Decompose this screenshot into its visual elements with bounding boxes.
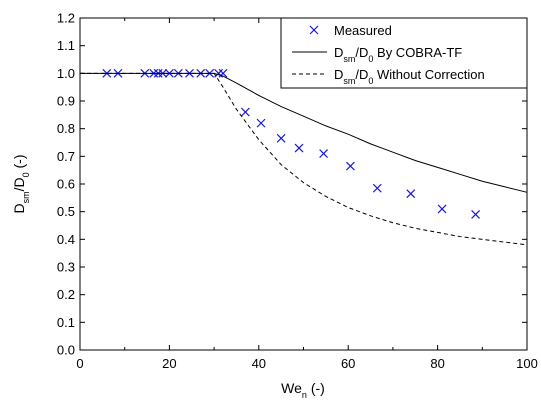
x-tick-label: 100 xyxy=(516,356,538,371)
measured-point xyxy=(406,189,416,199)
measured-point-stroke xyxy=(294,143,304,153)
y-tick-label: 0.7 xyxy=(57,149,75,164)
measured-point-stroke xyxy=(346,161,355,171)
y-tick-label: 0.8 xyxy=(57,121,75,136)
axis-ticks: 0 20 40 60 80 100 0.0 0.1 0.2 0.3 0.4 0.5 0.6 0.7 0.8 0… xyxy=(57,11,538,372)
label-text: /D xyxy=(355,45,368,60)
measured-point-stroke xyxy=(256,118,266,128)
x-tick-label: 0 xyxy=(76,356,83,371)
legend-marker-measured xyxy=(309,25,319,35)
y-tick-label: 0.3 xyxy=(57,260,75,275)
measured-point xyxy=(471,210,481,219)
y-tick-label: 1.1 xyxy=(57,38,75,53)
x-axis-title: Wen (-) xyxy=(281,380,325,400)
measured-point xyxy=(437,204,447,214)
legend-box xyxy=(280,17,528,89)
legend-label-measured: Measured xyxy=(334,23,392,38)
y-tick-label: 0.1 xyxy=(57,315,75,330)
subscript-text: sm xyxy=(343,54,355,64)
subscript-text: sm xyxy=(343,76,355,86)
x-axis-title-base: We xyxy=(281,380,302,396)
label-text: /D xyxy=(355,67,368,82)
measured-point xyxy=(256,118,266,128)
y-tick-label: 0.9 xyxy=(57,94,75,109)
label-text: /D xyxy=(11,177,27,191)
x-tick-label: 40 xyxy=(252,356,266,371)
measured-point-stroke xyxy=(372,183,382,193)
y-axis-title: Dsm/D0 (-) xyxy=(11,154,31,213)
without-correction-line xyxy=(80,72,528,246)
subscript-text: sm xyxy=(21,191,31,203)
measured-point-stroke xyxy=(471,210,481,219)
legend-label-cobra-tf: Dsm/D0 By COBRA-TF xyxy=(334,45,462,64)
x-tick-label: 80 xyxy=(430,356,444,371)
series-layer xyxy=(80,68,528,246)
measured-point-stroke xyxy=(276,133,286,143)
measured-point-stroke xyxy=(240,107,250,117)
label-text: By COBRA-TF xyxy=(373,45,462,60)
cobra-tf-line xyxy=(80,72,528,193)
measured-point-stroke xyxy=(214,68,223,78)
y-tick-label: 0.5 xyxy=(57,204,75,219)
y-tick-label: 0.2 xyxy=(57,287,75,302)
y-tick-label: 0.0 xyxy=(57,343,75,358)
label-text: Without Correction xyxy=(373,67,484,82)
x-tick-label: 20 xyxy=(162,356,176,371)
measured-point xyxy=(218,68,228,78)
measured-point xyxy=(372,183,382,193)
label-text: (-) xyxy=(11,154,27,172)
measured-point xyxy=(294,143,304,153)
measured-point xyxy=(240,107,250,117)
label-text: D xyxy=(334,67,343,82)
label-text: D xyxy=(334,45,343,60)
measured-point-stroke xyxy=(319,149,329,158)
y-tick-label: 0.4 xyxy=(57,232,75,247)
y-tick-label: 1.2 xyxy=(57,11,75,26)
measured-point xyxy=(276,133,286,143)
measured-point-stroke xyxy=(406,189,416,199)
subscript-text: 0 xyxy=(368,54,373,64)
x-axis-title-unit: (-) xyxy=(307,380,325,396)
x-tick-label: 60 xyxy=(341,356,355,371)
measured-point-stroke xyxy=(437,204,447,214)
measured-point xyxy=(346,161,355,171)
legend-marker-stroke xyxy=(309,25,319,35)
measured-point xyxy=(319,149,329,158)
label-text: D xyxy=(11,203,27,213)
subscript-text: 0 xyxy=(368,76,373,86)
y-tick-label: 1.0 xyxy=(57,66,75,81)
y-tick-label: 0.6 xyxy=(57,177,75,192)
measured-point-stroke xyxy=(218,68,228,78)
x-axis-title-subscript: n xyxy=(302,390,307,400)
legend-label-without-correction: Dsm/D0 Without Correction xyxy=(334,67,485,86)
subscript-text: 0 xyxy=(21,172,31,177)
